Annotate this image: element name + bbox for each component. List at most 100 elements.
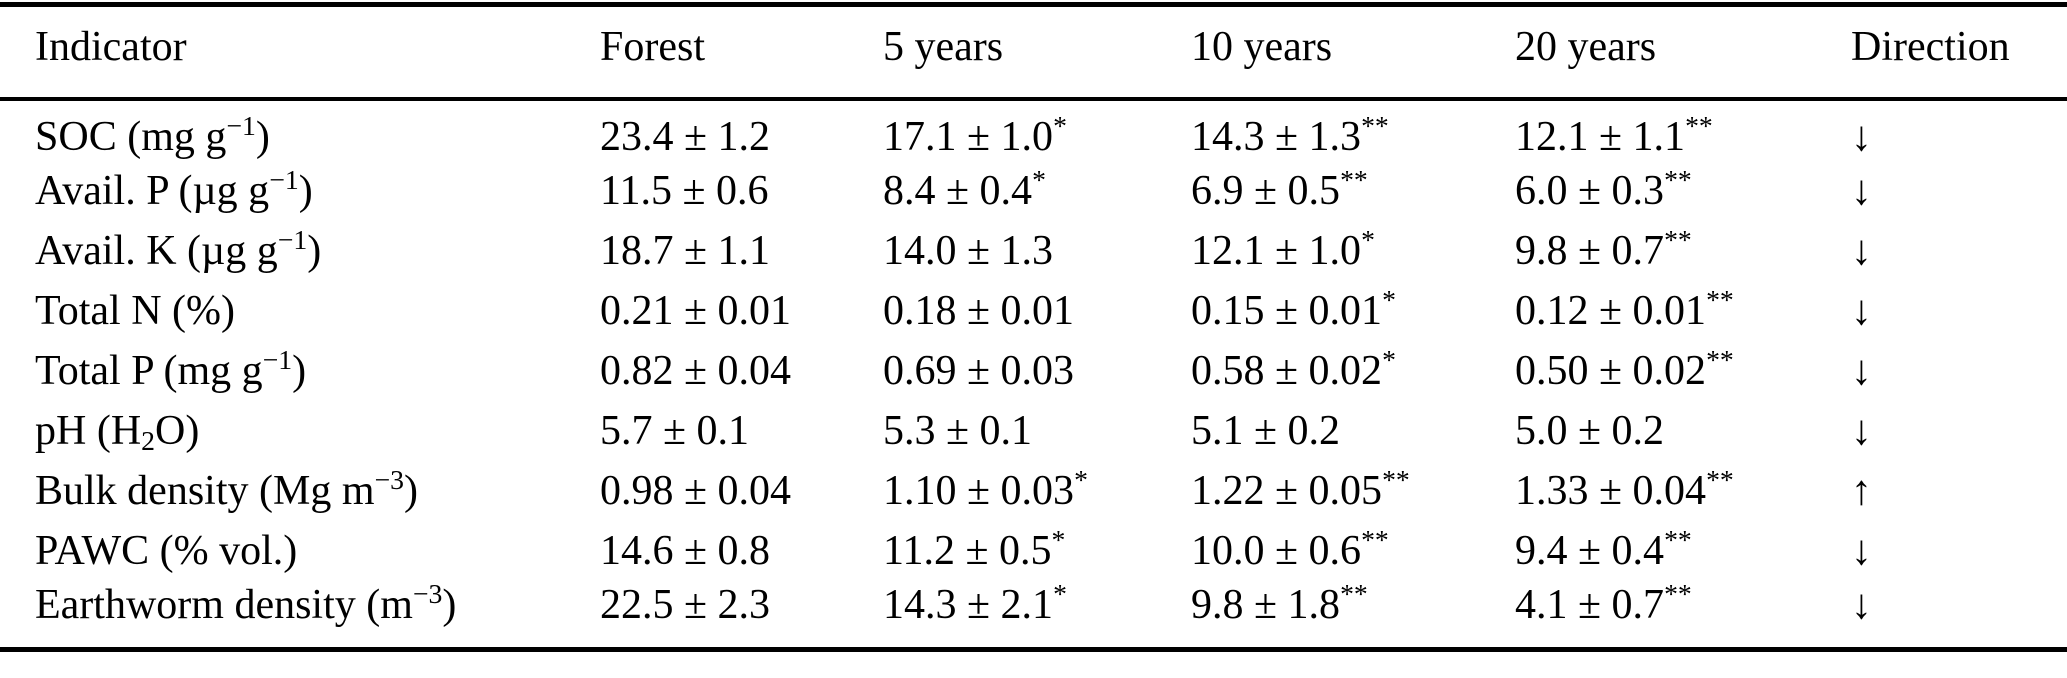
cell-y5: 0.69 ± 0.03 — [883, 348, 1075, 394]
cell-y5: 8.4 ± 0.4* — [883, 163, 1046, 214]
table-row: Total P (mg g−1) 0.82 ± 0.04 0.69 ± 0.03 0.… — [0, 341, 2067, 401]
cell-indicator: Earthworm density (m−3) — [35, 577, 457, 628]
arrow-down-icon: ↓ — [1851, 288, 1872, 334]
cell-forest: 0.21 ± 0.01 — [600, 288, 792, 334]
cell-indicator: Total N (%) — [35, 288, 235, 334]
superscript: ** — [1706, 463, 1734, 495]
superscript: * — [1051, 523, 1066, 555]
cell-y10: 6.9 ± 0.5** — [1191, 163, 1368, 214]
cell-y10: 0.58 ± 0.02* — [1191, 343, 1396, 394]
table-row: pH (H2O) 5.7 ± 0.1 5.3 ± 0.1 5.1 ± 0.2 5.0 ±… — [0, 401, 2067, 461]
cell-indicator: PAWC (% vol.) — [35, 528, 298, 574]
cell-y5: 11.2 ± 0.5* — [883, 523, 1066, 574]
cell-forest: 0.82 ± 0.04 — [600, 348, 792, 394]
cell-indicator: Bulk density (Mg m−3) — [35, 463, 419, 514]
table-header-row: Indicator Forest 5 years 10 years 20 years Di… — [0, 4, 2067, 101]
superscript: ** — [1664, 163, 1692, 195]
superscript: ** — [1361, 109, 1389, 141]
superscript: * — [1382, 343, 1396, 375]
cell-direction: ↓ — [1851, 341, 2067, 401]
column-header-direction: Direction — [1851, 4, 2067, 101]
cell-y10: 5.1 ± 0.2 — [1191, 408, 1341, 454]
column-header-y20: 20 years — [1515, 4, 1851, 101]
cell-y10: 0.15 ± 0.01* — [1191, 283, 1396, 334]
arrow-down-icon: ↓ — [1851, 528, 1872, 574]
cell-forest: 22.5 ± 2.3 — [600, 582, 771, 628]
soil-quality-indicators-table: Indicator Forest 5 years 10 years 20 years Di… — [0, 2, 2067, 652]
superscript: ** — [1340, 577, 1368, 609]
cell-y20: 5.0 ± 0.2 — [1515, 408, 1665, 454]
arrow-down-icon: ↓ — [1851, 228, 1872, 274]
cell-y20: 1.33 ± 0.04** — [1515, 463, 1734, 514]
cell-indicator: SOC (mg g−1) — [35, 109, 270, 160]
superscript: * — [1032, 163, 1046, 195]
cell-forest: 18.7 ± 1.1 — [600, 228, 771, 274]
table-row: Avail. P (µg g−1) 11.5 ± 0.6 8.4 ± 0.4* 6.9… — [0, 161, 2067, 221]
cell-direction: ↓ — [1851, 161, 2067, 221]
superscript: ** — [1664, 523, 1692, 555]
table-row: SOC (mg g−1) 23.4 ± 1.2 17.1 ± 1.0* 14.3 ± … — [0, 99, 2067, 161]
cell-y10: 12.1 ± 1.0* — [1191, 223, 1375, 274]
cell-direction: ↓ — [1851, 521, 2067, 581]
superscript: −3 — [374, 463, 405, 495]
cell-y5: 5.3 ± 0.1 — [883, 408, 1033, 454]
cell-y20: 4.1 ± 0.7** — [1515, 577, 1692, 628]
superscript: ** — [1361, 523, 1389, 555]
superscript: * — [1053, 109, 1067, 141]
cell-direction: ↓ — [1851, 281, 2067, 341]
cell-direction: ↓ — [1851, 581, 2067, 650]
cell-indicator: Total P (mg g−1) — [35, 343, 307, 394]
cell-direction: ↓ — [1851, 221, 2067, 281]
superscript: * — [1382, 283, 1396, 315]
cell-y20: 0.50 ± 0.02** — [1515, 343, 1734, 394]
superscript: −1 — [226, 109, 256, 141]
column-header-y5: 5 years — [883, 4, 1191, 101]
cell-direction: ↓ — [1851, 99, 2067, 161]
arrow-down-icon: ↓ — [1851, 582, 1872, 628]
table-row: Avail. K (µg g−1) 18.7 ± 1.1 14.0 ± 1.3 12.… — [0, 221, 2067, 281]
superscript: ** — [1706, 283, 1734, 315]
table-header: Indicator Forest 5 years 10 years 20 years Di… — [0, 4, 2067, 101]
superscript: * — [1053, 577, 1067, 609]
cell-y20: 9.8 ± 0.7** — [1515, 223, 1692, 274]
superscript: −1 — [262, 343, 293, 375]
cell-forest: 5.7 ± 0.1 — [600, 408, 750, 454]
cell-direction: ↓ — [1851, 401, 2067, 461]
superscript: ** — [1382, 463, 1410, 495]
cell-y20: 12.1 ± 1.1** — [1515, 109, 1713, 160]
column-header-y10: 10 years — [1191, 4, 1515, 101]
arrow-down-icon: ↓ — [1851, 408, 1872, 454]
superscript: ** — [1340, 163, 1368, 195]
arrow-up-icon: ↑ — [1851, 468, 1872, 514]
cell-y10: 10.0 ± 0.6** — [1191, 523, 1389, 574]
cell-indicator: Avail. K (µg g−1) — [35, 223, 322, 274]
cell-y5: 1.10 ± 0.03* — [883, 463, 1088, 514]
cell-y10: 14.3 ± 1.3** — [1191, 109, 1389, 160]
cell-y10: 1.22 ± 0.05** — [1191, 463, 1410, 514]
table-row: PAWC (% vol.) 14.6 ± 0.8 11.2 ± 0.5* 10.0 ±… — [0, 521, 2067, 581]
cell-y20: 9.4 ± 0.4** — [1515, 523, 1692, 574]
superscript: * — [1074, 463, 1088, 495]
arrow-down-icon: ↓ — [1851, 168, 1872, 214]
cell-indicator: Avail. P (µg g−1) — [35, 163, 313, 214]
superscript: ** — [1664, 577, 1692, 609]
superscript: * — [1361, 223, 1375, 255]
cell-y20: 6.0 ± 0.3** — [1515, 163, 1692, 214]
cell-y20: 0.12 ± 0.01** — [1515, 283, 1734, 334]
cell-y5: 14.0 ± 1.3 — [883, 228, 1054, 274]
cell-direction: ↑ — [1851, 461, 2067, 521]
table-row: Total N (%) 0.21 ± 0.01 0.18 ± 0.01 0.15 ± … — [0, 281, 2067, 341]
column-header-indicator: Indicator — [0, 4, 600, 101]
cell-forest: 11.5 ± 0.6 — [600, 168, 769, 214]
table-row: Bulk density (Mg m−3) 0.98 ± 0.04 1.10 ± 0… — [0, 461, 2067, 521]
cell-y5: 0.18 ± 0.01 — [883, 288, 1075, 334]
superscript: −1 — [277, 223, 308, 255]
superscript: ** — [1685, 109, 1713, 141]
superscript: −3 — [412, 577, 443, 609]
arrow-down-icon: ↓ — [1851, 114, 1872, 160]
superscript: ** — [1706, 343, 1734, 375]
subscript: 2 — [141, 425, 156, 457]
cell-y5: 17.1 ± 1.0* — [883, 109, 1067, 160]
superscript: ** — [1664, 223, 1692, 255]
table-body: SOC (mg g−1) 23.4 ± 1.2 17.1 ± 1.0* 14.3 ± … — [0, 99, 2067, 650]
